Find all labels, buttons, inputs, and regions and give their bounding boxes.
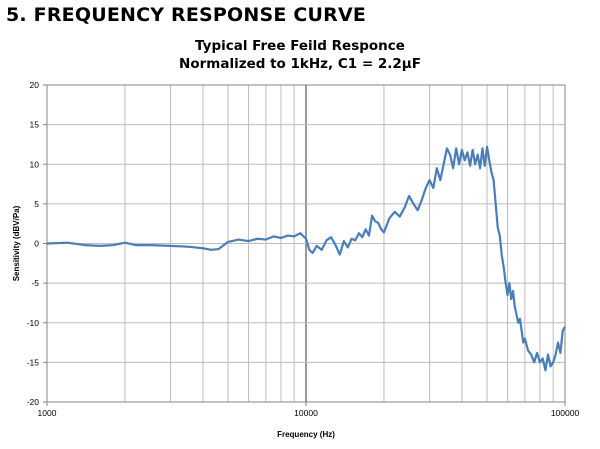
chart-title: Typical Free Feild Responce: [195, 38, 405, 54]
y-axis-ticks: 20 15 10 5 0 -5 -10 -15 -20: [27, 80, 47, 407]
y-tick-label: -5: [31, 278, 39, 288]
y-tick-label: 5: [34, 199, 39, 209]
response-series-line: [46, 145, 566, 372]
y-axis-label: Sensitivity (dBV/Pa): [12, 205, 21, 281]
y-tick-label: -20: [27, 397, 40, 407]
y-tick-label: 20: [30, 80, 40, 90]
x-tick-label: 10000: [294, 408, 318, 418]
x-tick-label: 100000: [551, 408, 580, 418]
x-axis-ticks: 1000 10000 100000: [38, 402, 580, 418]
x-axis-label: Frequency (Hz): [277, 430, 335, 439]
x-tick-label: 1000: [38, 408, 57, 418]
grid-lines: [47, 85, 565, 402]
section-heading: 5. FREQUENCY RESPONSE CURVE: [6, 4, 367, 26]
y-tick-label: -15: [27, 357, 40, 367]
y-tick-label: 15: [30, 120, 40, 130]
y-tick-label: -10: [27, 318, 40, 328]
y-tick-label: 0: [34, 239, 39, 249]
y-tick-label: 10: [30, 159, 40, 169]
chart-subtitle: Normalized to 1kHz, C1 = 2.2µF: [179, 56, 421, 72]
